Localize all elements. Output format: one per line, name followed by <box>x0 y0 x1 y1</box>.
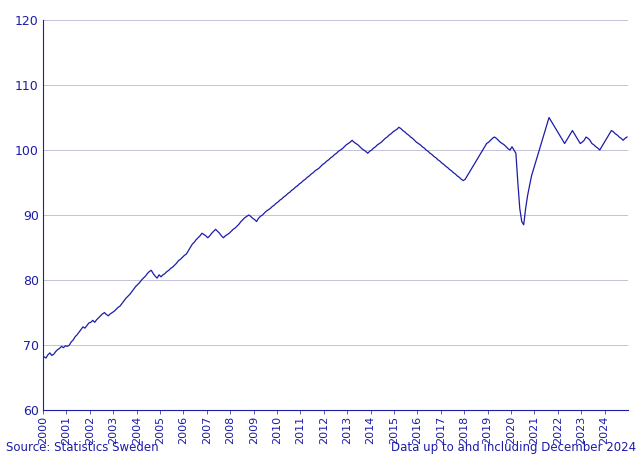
Text: Data up to and including December 2024: Data up to and including December 2024 <box>392 442 637 454</box>
Text: Source: Statistics Sweden: Source: Statistics Sweden <box>6 442 159 454</box>
